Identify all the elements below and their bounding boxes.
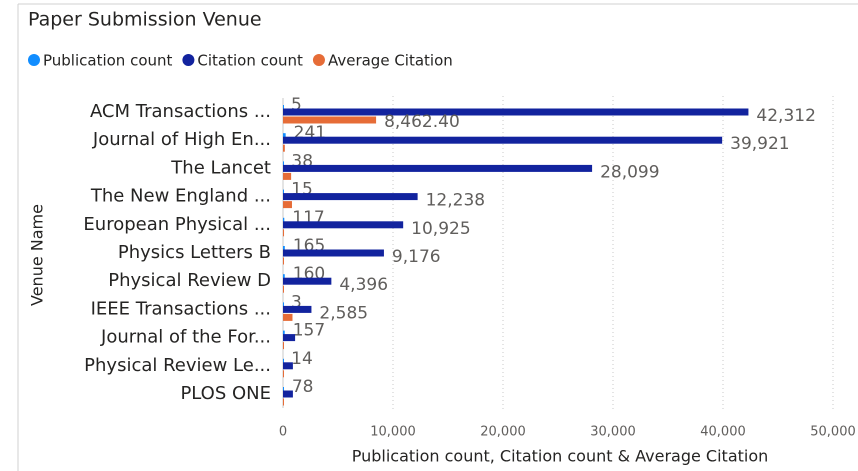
bar (283, 305, 312, 313)
x-axis-title: Publication count, Citation count & Aver… (352, 447, 769, 466)
bar (283, 390, 293, 398)
data-label: 8,462.40 (384, 112, 460, 132)
bar (283, 277, 332, 285)
x-tick-label: 20,000 (480, 425, 526, 440)
chart-title: Paper Submission Venue (28, 9, 262, 31)
data-label: 3 (291, 292, 302, 312)
bar (283, 249, 384, 257)
legend-swatch (312, 54, 325, 66)
bar (283, 342, 284, 350)
legend-label: Citation count (197, 52, 303, 70)
y-tick-label: European Physical ... (83, 214, 271, 235)
bar (283, 116, 377, 124)
data-label: 12,238 (426, 191, 485, 211)
y-axis-title: Venue Name (28, 204, 47, 306)
data-label: 4,396 (339, 275, 388, 295)
x-tick-label: 30,000 (590, 425, 636, 440)
y-tick-label: Physical Review Le... (84, 355, 271, 376)
data-label: 78 (292, 377, 314, 397)
bar (283, 221, 404, 229)
bar (283, 229, 285, 237)
x-tick-label: 50,000 (810, 425, 856, 440)
data-label: 14 (291, 349, 313, 369)
y-tick-label: Physics Letters B (118, 242, 271, 263)
bar (283, 285, 284, 293)
bar (283, 398, 284, 406)
y-tick-label: IEEE Transactions ... (91, 298, 271, 319)
y-tick-label: The New England ... (90, 186, 271, 207)
bar (283, 164, 593, 172)
legend-swatch (182, 54, 195, 66)
data-label: 42,312 (756, 106, 815, 126)
bar (283, 136, 723, 144)
y-tick-label: The Lancet (170, 157, 271, 178)
data-label: 157 (293, 321, 325, 341)
y-tick-label: Journal of High En... (92, 129, 271, 150)
bar (283, 201, 292, 209)
data-label: 9,176 (392, 247, 441, 267)
bar (283, 172, 292, 180)
bar (283, 144, 285, 152)
data-label: 5 (291, 95, 302, 115)
x-tick-label: 0 (279, 425, 287, 440)
y-tick-label: ACM Transactions ... (90, 101, 271, 122)
legend-swatch (28, 54, 40, 66)
x-tick-label: 10,000 (370, 425, 416, 440)
y-tick-label: Physical Review D (108, 270, 271, 291)
bar (283, 108, 749, 116)
y-tick-label: PLOS ONE (180, 383, 271, 404)
bar (283, 370, 284, 378)
y-tick-label: Journal of the For... (100, 327, 271, 348)
bar (283, 362, 293, 370)
data-label: 2,585 (319, 303, 368, 323)
data-label: 28,099 (600, 162, 659, 182)
data-label: 39,921 (730, 134, 789, 154)
bar (283, 193, 418, 201)
x-tick-label: 40,000 (700, 425, 746, 440)
legend-label: Average Citation (328, 52, 453, 70)
bar (283, 313, 293, 321)
data-label: 10,925 (411, 219, 470, 239)
bar (283, 334, 296, 342)
bar (283, 257, 284, 265)
legend-label: Publication count (43, 52, 173, 70)
